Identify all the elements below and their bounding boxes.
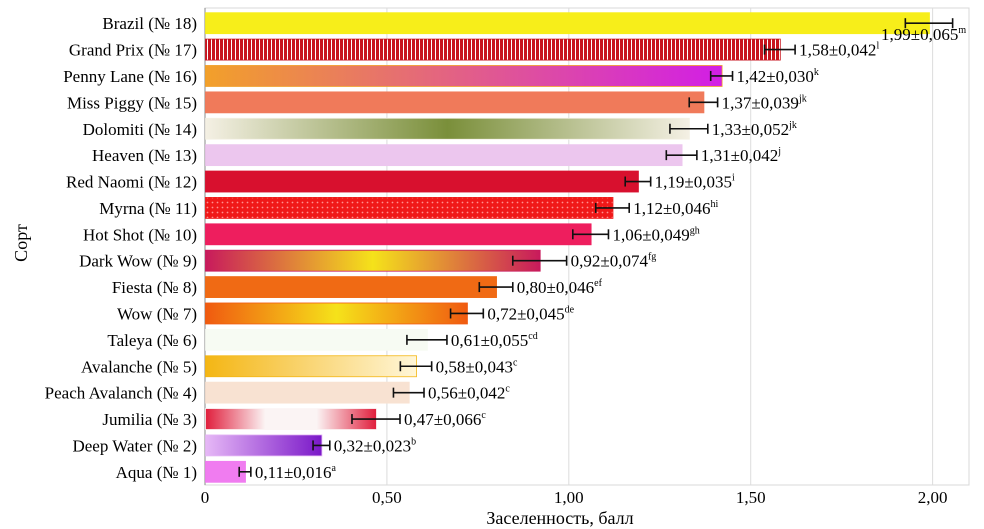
- bar: [205, 302, 468, 325]
- data-label: 1,31±0,042j: [701, 146, 781, 165]
- category-label: Taleya (№ 6): [107, 331, 197, 350]
- data-label: 1,19±0,035i: [655, 173, 735, 192]
- bar: [205, 276, 497, 298]
- bar: [205, 38, 781, 61]
- data-label: 1,12±0,046hi: [633, 199, 718, 218]
- category-label: Fiesta (№ 8): [112, 278, 197, 297]
- category-label: Heaven (№ 13): [92, 146, 197, 165]
- data-label: 0,11±0,016a: [255, 463, 337, 482]
- data-label: 0,92±0,074fg: [571, 252, 657, 271]
- bar: [205, 223, 592, 246]
- x-tick-label: 0: [201, 488, 210, 507]
- category-label: Grand Prix (№ 17): [69, 41, 197, 60]
- category-label: Dark Wow (№ 9): [79, 252, 197, 271]
- bar: [205, 170, 639, 193]
- bar: [205, 381, 410, 404]
- category-label: Penny Lane (№ 16): [63, 67, 197, 86]
- category-label: Jumilia (№ 3): [102, 410, 197, 429]
- x-tick-label: 1,50: [736, 488, 766, 507]
- category-label: Myrna (№ 11): [99, 199, 197, 218]
- category-label: Brazil (№ 18): [102, 14, 197, 33]
- category-labels: Brazil (№ 18) Grand Prix (№ 17) Penny Lane…: [45, 14, 197, 482]
- category-label: Aqua (№ 1): [116, 463, 197, 482]
- category-label: Peach Avalanch (№ 4): [45, 384, 197, 403]
- data-label: 0,47±0,066c: [404, 410, 486, 429]
- bar: [205, 408, 377, 430]
- bar: [205, 144, 683, 167]
- data-label: 1,99±0,065m: [881, 25, 966, 44]
- x-tick-label: 1,00: [554, 488, 584, 507]
- data-label: 1,58±0,042l: [799, 41, 879, 60]
- x-axis-label: Заселенность, балл: [486, 508, 633, 528]
- bar: [205, 12, 930, 35]
- category-label: Hot Shot (№ 10): [83, 225, 197, 244]
- bar: [205, 249, 541, 272]
- data-label: 0,58±0,043c: [436, 357, 518, 376]
- data-label: 0,72±0,045de: [487, 304, 574, 323]
- bars: [205, 12, 930, 483]
- category-label: Deep Water (№ 2): [72, 436, 197, 455]
- x-tick-label: 2,00: [918, 488, 948, 507]
- data-label: 1,33±0,052jk: [712, 120, 797, 139]
- category-label: Dolomiti (№ 14): [83, 120, 197, 139]
- x-tick-label: 0,50: [372, 488, 402, 507]
- category-label: Avalanche (№ 5): [81, 357, 197, 376]
- bar: [205, 328, 428, 351]
- y-axis-label: Сорт: [11, 224, 31, 262]
- x-ticks: 0 0,50 1,00 1,50 2,00: [201, 488, 948, 507]
- data-label: 0,80±0,046ef: [517, 278, 603, 297]
- error-bars: [238, 18, 954, 477]
- bar: [205, 355, 417, 378]
- bar: [205, 91, 705, 114]
- category-label: Red Naomi (№ 12): [66, 173, 197, 192]
- bar: [205, 65, 723, 87]
- data-label: 1,37±0,039jk: [722, 93, 807, 112]
- bar: [205, 197, 614, 219]
- bar: [205, 117, 690, 140]
- data-label: 0,56±0,042c: [428, 384, 510, 403]
- data-label: 0,32±0,023b: [334, 436, 416, 455]
- data-label: 1,42±0,030k: [737, 67, 819, 86]
- bar: [205, 434, 323, 457]
- data-label: 1,06±0,049gh: [612, 225, 699, 244]
- data-label: 0,61±0,055cd: [451, 331, 538, 350]
- category-label: Wow (№ 7): [117, 304, 197, 323]
- category-label: Miss Piggy (№ 15): [67, 93, 197, 112]
- grid: [204, 7, 970, 486]
